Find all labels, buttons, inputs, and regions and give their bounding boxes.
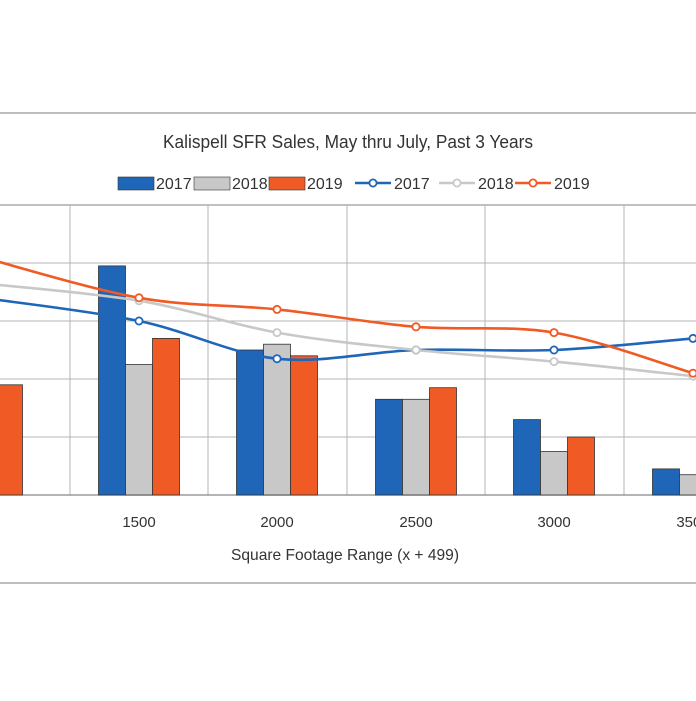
x-tick-label-2000: 2000 <box>260 514 293 531</box>
line-point-2019-3500 <box>689 370 696 377</box>
bar-2018-3000 <box>541 452 568 496</box>
bar-2018-1500 <box>126 365 153 496</box>
line-point-2018-3000 <box>550 358 557 365</box>
legend-bar-swatch-2019 <box>269 177 305 190</box>
bar-2019-2000 <box>291 356 318 495</box>
bar-2018-3500 <box>680 475 696 495</box>
x-tick-label-3000: 3000 <box>537 514 570 531</box>
bar-2017-3000 <box>514 420 541 495</box>
legend-line-marker-2019 <box>529 179 536 186</box>
legend-bar-label-2017: 2017 <box>156 176 192 193</box>
chart-title: Kalispell SFR Sales, May thru July, Past… <box>163 132 533 152</box>
legend-bar-label-2019: 2019 <box>307 176 343 193</box>
bar-2018-2500 <box>403 399 430 495</box>
legend-bar-swatch-2018 <box>194 177 230 190</box>
legend-line-label-2018: 2018 <box>478 176 514 193</box>
line-point-2019-2500 <box>412 323 419 330</box>
legend-bar-swatch-2017 <box>118 177 154 190</box>
bar-2017-2000 <box>237 350 264 495</box>
line-point-2018-2000 <box>273 329 280 336</box>
legend-line-label-2017: 2017 <box>394 176 430 193</box>
x-tick-label-3500: 3500 <box>676 514 696 531</box>
line-point-2019-2000 <box>273 306 280 313</box>
bar-2018-2000 <box>264 344 291 495</box>
line-point-2017-3000 <box>550 346 557 353</box>
legend-bar-label-2018: 2018 <box>232 176 268 193</box>
bar-2019-1500 <box>153 338 180 495</box>
bar-2019-1000 <box>0 385 23 495</box>
line-point-2017-2000 <box>273 355 280 362</box>
bar-2017-3500 <box>653 469 680 495</box>
x-axis-label: Square Footage Range (x + 499) <box>231 547 459 564</box>
legend-line-marker-2017 <box>369 179 376 186</box>
legend-line-label-2019: 2019 <box>554 176 590 193</box>
line-point-2017-3500 <box>689 335 696 342</box>
line-point-2017-1500 <box>135 317 142 324</box>
bar-2017-2500 <box>376 399 403 495</box>
bar-2017-1500 <box>99 266 126 495</box>
legend-line-marker-2018 <box>453 179 460 186</box>
bar-2019-3000 <box>568 437 595 495</box>
x-tick-label-2500: 2500 <box>399 514 432 531</box>
bar-2019-2500 <box>430 388 457 495</box>
line-point-2019-3000 <box>550 329 557 336</box>
line-point-2018-2500 <box>412 346 419 353</box>
x-tick-label-1500: 1500 <box>122 514 155 531</box>
line-point-2019-1500 <box>135 294 142 301</box>
